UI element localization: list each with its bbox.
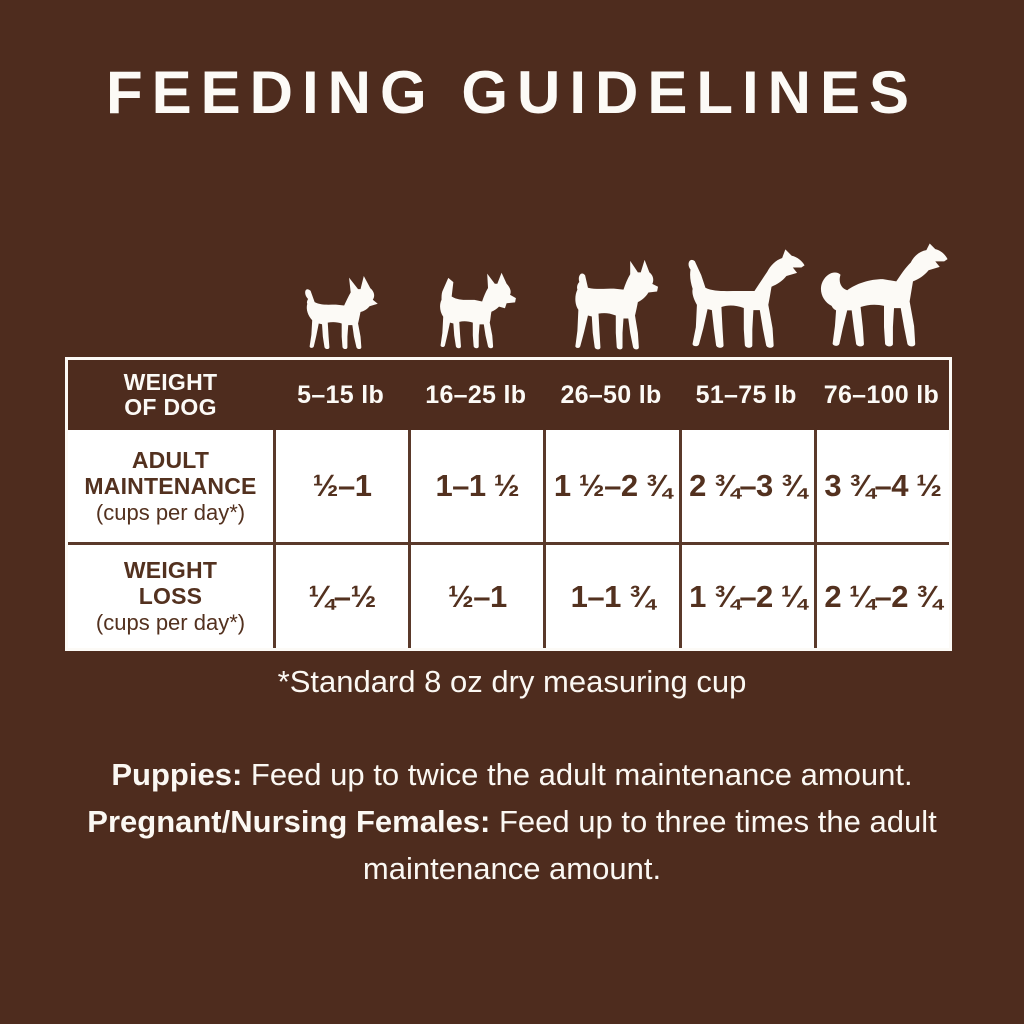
header-weight-of-dog: WEIGHT OF DOG — [68, 360, 273, 430]
weight-loss-51-75: 1 ¾–2 ¼ — [678, 542, 814, 648]
header-col-76-100: 76–100 lb — [823, 380, 940, 409]
feeding-table: WEIGHT OF DOG 5–15 lb 16–25 lb 26–50 lb … — [65, 357, 952, 651]
cell-value: 2 ¾–3 ¾ — [689, 468, 807, 503]
terrier-icon — [440, 272, 517, 349]
row-weight-loss-label: WEIGHT LOSS (cups per day*) — [68, 542, 273, 648]
dog-chihuahua-slot — [270, 271, 406, 353]
cell-value: 1 ½–2 ¾ — [553, 468, 672, 503]
page-title: FEEDING GUIDELINES — [105, 59, 919, 126]
header-label-line1: WEIGHT — [123, 369, 218, 395]
note-puppies-label: Puppies: — [111, 757, 243, 792]
weight-loss-76-100: 2 ¼–2 ¾ — [813, 542, 949, 648]
chihuahua-icon — [305, 275, 378, 350]
header-col-16-25: 16–25 lb — [425, 380, 527, 409]
dog-boxer-slot — [543, 257, 679, 353]
cell-value: 3 ¾–4 ½ — [824, 468, 942, 503]
row2-label-line2: LOSS — [138, 583, 203, 609]
adult-maintenance-16-25: 1–1 ½ — [408, 430, 544, 542]
note-pregnant-text: Feed up to three times the adult mainten… — [362, 804, 937, 886]
cell-value: 1–1 ½ — [435, 468, 520, 503]
cell-value: ½–1 — [447, 578, 507, 614]
weight-loss-16-25: ½–1 — [408, 542, 544, 648]
note-pregnant-nursing: Pregnant/Nursing Females: Feed up to thr… — [70, 798, 954, 892]
note-puppies-text: Feed up to twice the adult maintenance a… — [242, 757, 913, 792]
bernese-mountain-dog-icon — [820, 243, 948, 347]
row2-label-note: (cups per day*) — [95, 610, 246, 635]
feeding-notes: Puppies: Feed up to twice the adult main… — [70, 751, 954, 892]
header-col-51-75: 51–75 lb — [695, 380, 797, 409]
measuring-cup-footnote: *Standard 8 oz dry measuring cup — [277, 664, 747, 699]
adult-maintenance-51-75: 2 ¾–3 ¾ — [678, 430, 814, 542]
dog-bernese-slot — [816, 241, 952, 353]
cell-value: ¼–½ — [308, 578, 376, 614]
note-pregnant-label: Pregnant/Nursing Females: — [87, 804, 491, 839]
dog-terrier-slot — [406, 267, 542, 353]
row-adult-maintenance-label: ADULT MAINTENANCE (cups per day*) — [68, 430, 273, 542]
header-col-26-50: 26–50 lb — [560, 380, 662, 409]
cell-value: ½–1 — [312, 468, 372, 503]
row2-label-line1: WEIGHT — [123, 557, 218, 583]
adult-maintenance-26-50: 1 ½–2 ¾ — [543, 430, 679, 542]
cell-value: 2 ¼–2 ¾ — [824, 578, 942, 614]
boxer-icon — [575, 259, 659, 350]
dog-size-row — [270, 232, 952, 353]
cell-value: 1 ¾–2 ¼ — [689, 578, 807, 614]
row1-label-line1: ADULT — [131, 446, 210, 473]
rottweiler-icon — [688, 249, 805, 348]
cell-value: 1–1 ¾ — [570, 578, 655, 614]
header-col-5-15: 5–15 lb — [297, 380, 385, 409]
row1-label-note: (cups per day*) — [95, 499, 246, 525]
weight-loss-5-15: ¼–½ — [273, 542, 409, 648]
weight-loss-26-50: 1–1 ¾ — [543, 542, 679, 648]
adult-maintenance-76-100: 3 ¾–4 ½ — [813, 430, 949, 542]
note-puppies: Puppies: Feed up to twice the adult main… — [70, 751, 954, 798]
dog-rottweiler-slot — [679, 246, 815, 353]
header-label-line2: OF DOG — [124, 394, 217, 420]
row1-label-line2: MAINTENANCE — [84, 472, 257, 499]
adult-maintenance-5-15: ½–1 — [273, 430, 409, 542]
